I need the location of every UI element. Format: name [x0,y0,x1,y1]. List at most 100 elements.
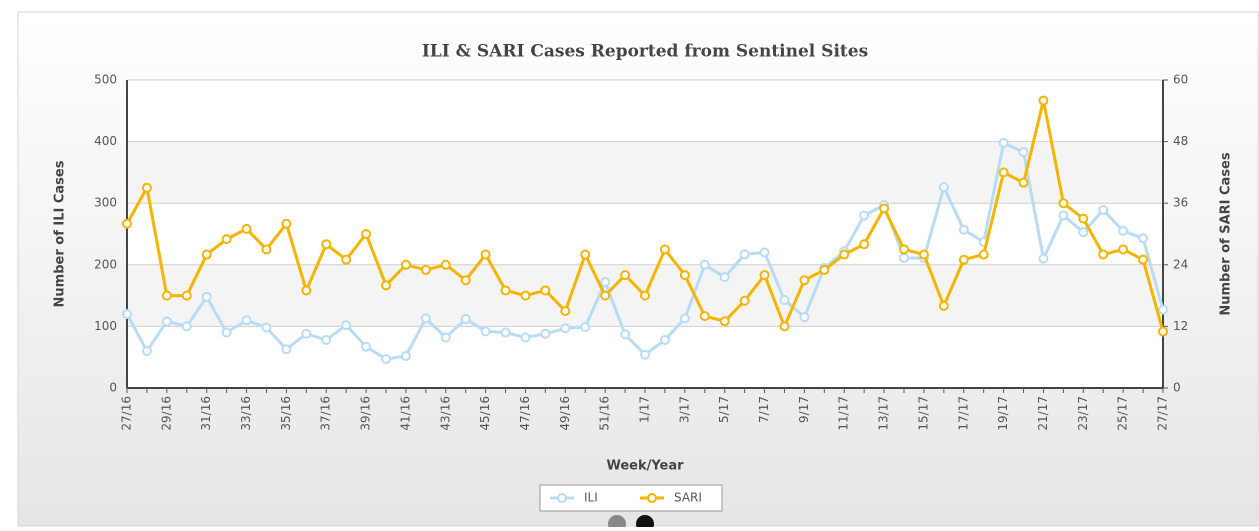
data-point [1058,210,1069,221]
data-point [560,323,571,334]
data-point [1138,233,1149,244]
y-tick-label: 200 [94,257,117,271]
data-point [779,294,790,305]
y2-tick-label: 24 [1173,257,1188,271]
x-axis-title: Week/Year [606,459,684,474]
data-point [600,277,611,288]
x-tick-label: 19/17 [996,396,1010,431]
data-point [221,327,232,338]
data-point [1098,249,1109,260]
data-point [620,270,631,281]
data-point [520,290,531,301]
data-point [1098,204,1109,215]
x-tick-label: 27/17 [1156,396,1170,431]
y2-tick-label: 60 [1173,73,1188,87]
x-tick-label: 7/17 [757,396,771,423]
x-tick-label: 51/16 [598,396,612,431]
data-point [640,349,650,360]
data-point [420,313,431,324]
data-point [181,290,192,301]
data-point [161,316,172,327]
y2-tick-label: 48 [1173,134,1188,148]
x-tick-label: 41/16 [398,396,412,431]
data-point [1118,244,1129,255]
data-point [1118,225,1129,236]
x-tick-label: 3/17 [677,396,691,423]
data-point [301,328,312,339]
data-point [739,295,750,306]
data-point [281,344,292,355]
data-point [141,346,152,357]
y2-axis-title: Number of SARI Cases [1219,152,1234,316]
x-tick-label: 47/16 [518,396,532,431]
data-point [899,253,909,264]
data-point [799,312,810,323]
x-tick-label: 45/16 [478,396,492,431]
data-point [659,244,670,255]
x-tick-label: 1/17 [638,396,652,423]
y-axis-title: Number of ILI Cases [53,160,68,307]
x-tick-label: 9/17 [797,396,811,423]
data-point [1158,326,1168,337]
data-point [998,137,1009,148]
data-point [341,320,352,331]
data-point [201,249,212,260]
data-point [879,203,890,214]
data-point [1018,147,1029,158]
x-tick-label: 33/16 [239,396,253,431]
data-point [918,249,929,260]
legend-label[interactable]: SARI [674,491,702,505]
data-point [460,314,471,325]
data-point [440,259,451,270]
data-point [699,311,710,322]
data-point [520,332,531,343]
data-point [938,300,949,311]
y-tick-label: 300 [94,196,117,210]
data-point [580,249,591,260]
x-tick-label: 29/16 [159,396,173,431]
data-point [819,264,830,275]
data-point [739,249,750,260]
data-point [1058,198,1069,209]
data-point [500,285,511,296]
data-point [859,210,870,221]
chart-title: ILI & SARI Cases Reported from Sentinel … [422,42,868,62]
y2-tick-label: 36 [1173,196,1188,210]
data-point [938,182,949,193]
data-point [799,275,810,286]
x-tick-label: 39/16 [359,396,373,431]
data-point [1158,304,1168,315]
data-point [839,249,850,260]
data-point [1038,95,1049,106]
data-point [241,223,252,234]
data-point [958,254,969,265]
data-point [600,290,611,301]
data-point [759,247,770,258]
data-point [480,326,491,337]
data-point [699,259,710,270]
data-point [540,328,551,339]
data-point [580,322,591,333]
data-point [659,334,670,345]
y-tick-label: 400 [94,134,117,148]
data-point [122,218,132,229]
data-point [301,285,312,296]
data-point [381,354,391,365]
y-tick-label: 100 [94,319,117,333]
legend-label[interactable]: ILI [584,491,598,505]
y-tick-label: 0 [109,381,117,395]
data-point [281,218,292,229]
x-tick-label: 37/16 [319,396,333,431]
data-point [261,322,272,333]
x-tick-label: 15/17 [916,396,930,431]
data-point [381,280,391,291]
data-point [500,327,511,338]
data-point [679,313,690,324]
data-point [440,332,451,343]
data-point [122,309,132,320]
data-point [341,254,352,265]
x-tick-label: 5/17 [717,396,731,423]
plot-band [127,141,1163,204]
